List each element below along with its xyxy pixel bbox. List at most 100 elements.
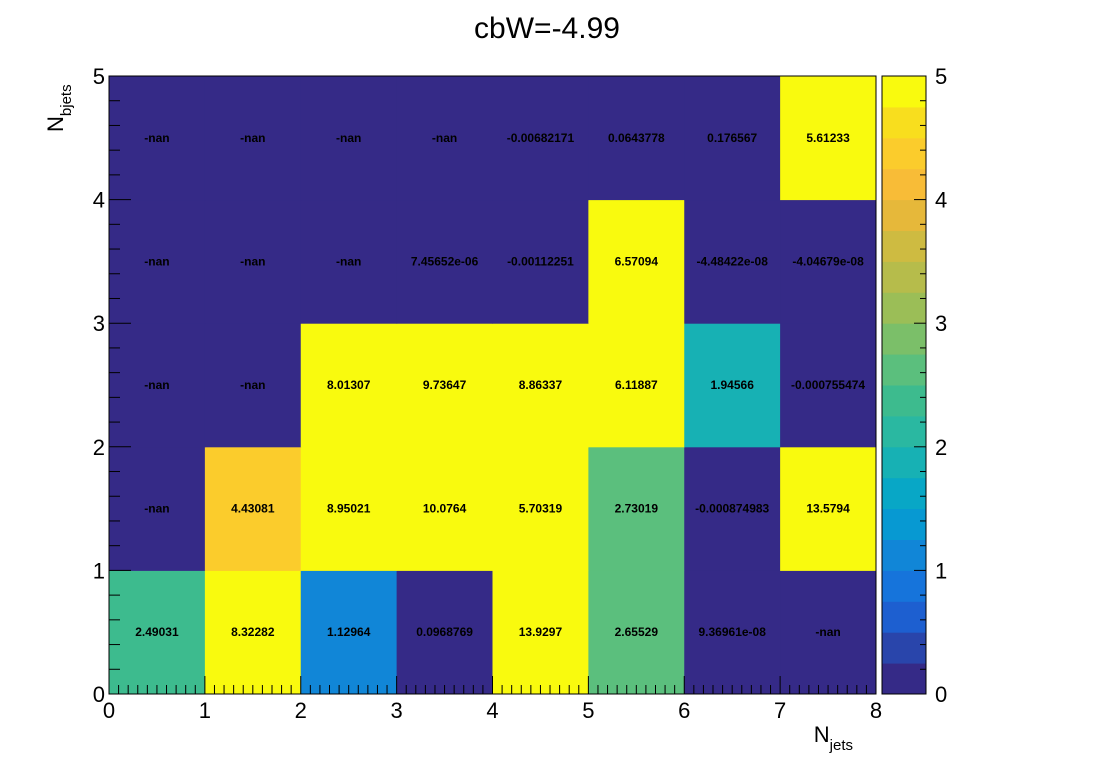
x-axis-label-main: N	[814, 722, 830, 747]
color-scale-swatch	[882, 76, 926, 108]
heatmap-cell	[780, 323, 877, 448]
color-scale-swatch	[882, 261, 926, 293]
cell-value-label: 8.86337	[519, 378, 563, 392]
heatmap-cell	[396, 199, 493, 324]
x-tick-label: 2	[295, 698, 307, 723]
cell-value-label: -nan	[336, 131, 361, 145]
color-scale-tick-label: 3	[935, 311, 947, 336]
cell-value-label: -0.000755474	[791, 378, 865, 392]
color-scale-axis: 0 1 2 3 4 5	[914, 64, 947, 707]
color-scale-swatch	[882, 230, 926, 262]
heatmap-cell	[109, 199, 206, 324]
cell-value-label: 2.73019	[615, 502, 659, 516]
heatmap-cell	[588, 76, 685, 201]
cell-value-label: 5.70319	[519, 502, 563, 516]
y-axis-label-sub: bjets	[58, 84, 75, 116]
heatmap-cell	[204, 570, 302, 695]
cell-value-label: -nan	[144, 502, 169, 516]
heatmap-cell	[588, 323, 685, 448]
cell-value-label: 8.32282	[231, 625, 275, 639]
heatmap-cell	[588, 570, 685, 695]
cell-value-label: 1.12964	[327, 625, 371, 639]
cell-value-label: -nan	[144, 378, 169, 392]
heatmap-cell	[588, 446, 685, 571]
x-axis: 0 1 2 3 4 5 6 7 8	[103, 676, 882, 723]
heatmap-cell	[109, 570, 206, 695]
cell-value-label: -0.000874983	[695, 502, 769, 516]
cell-value-label: 9.36961e-08	[698, 625, 766, 639]
heatmap-cells	[109, 76, 877, 695]
heatmap-cell	[780, 446, 877, 571]
color-scale-swatch	[882, 601, 926, 633]
color-scale-swatch	[882, 385, 926, 417]
y-axis: 0 1 2 3 4 5	[93, 64, 131, 707]
y-axis-label-main: N	[43, 116, 68, 132]
color-scale-swatch	[882, 663, 926, 695]
cell-value-label: -4.04679e-08	[792, 254, 864, 268]
cell-value-label: -0.00682171	[507, 131, 575, 145]
heatmap-cell	[204, 446, 302, 571]
chart-title: cbW=-4.99	[474, 12, 620, 45]
heatmap-cell	[492, 570, 589, 695]
y-axis-label: Nbjets	[43, 84, 75, 132]
heatmap-cell	[684, 76, 781, 201]
cell-value-label: -nan	[240, 254, 265, 268]
cell-value-label: -nan	[144, 131, 169, 145]
cell-value-label: -nan	[240, 378, 265, 392]
color-scale-swatch	[882, 477, 926, 510]
x-tick-label: 7	[774, 698, 786, 723]
y-tick-label: 4	[93, 188, 105, 213]
color-scale-tick-label: 5	[935, 64, 947, 89]
x-tick-label: 8	[870, 698, 882, 723]
heatmap-cell	[492, 323, 589, 448]
color-scale-swatch	[882, 539, 926, 571]
cell-value-label: 8.95021	[327, 502, 371, 516]
color-scale-swatch	[882, 570, 926, 602]
color-scale-tick-label: 2	[935, 435, 947, 460]
heatmap-cell	[684, 199, 781, 324]
heatmap-cell	[396, 446, 493, 571]
x-tick-label: 3	[391, 698, 403, 723]
heatmap-cell	[204, 76, 302, 201]
color-scale-swatch	[882, 137, 926, 170]
heatmap-cell	[109, 446, 206, 571]
color-scale-swatch	[882, 508, 926, 540]
heatmap-cell-labels: 2.49031 8.32282 1.12964 0.0968769 13.9297 2.6…	[135, 131, 865, 639]
cell-value-label: -nan	[815, 625, 840, 639]
heatmap-cell	[300, 76, 398, 201]
color-scale-swatch	[882, 632, 926, 664]
cell-value-label: -nan	[144, 254, 169, 268]
cell-value-label: -nan	[240, 131, 265, 145]
y-tick-label: 2	[93, 435, 105, 460]
heatmap-cell	[396, 76, 493, 201]
cell-value-label: 9.73647	[423, 378, 467, 392]
heatmap-cell	[780, 76, 877, 201]
color-scale-frame	[881, 75, 927, 695]
color-scale-tick-label: 4	[935, 188, 947, 213]
heatmap-cell	[492, 446, 589, 571]
heatmap-cell	[684, 323, 781, 448]
x-tick-label: 4	[486, 698, 498, 723]
heatmap-cell	[684, 570, 781, 695]
cell-value-label: 2.65529	[615, 625, 659, 639]
heatmap-cell	[492, 76, 589, 201]
color-scale-swatch	[882, 292, 926, 324]
cell-value-label: 7.45652e-06	[411, 254, 479, 268]
x-tick-label: 6	[678, 698, 690, 723]
color-scale-swatch	[882, 323, 926, 355]
heatmap-cell	[396, 323, 493, 448]
cell-value-label: -4.48422e-08	[696, 254, 768, 268]
heatmap-cell	[492, 199, 589, 324]
cell-value-label: 0.0968769	[416, 625, 473, 639]
color-scale-swatch	[882, 446, 926, 479]
color-scale-swatch	[882, 199, 926, 231]
color-scale-swatch	[882, 106, 926, 139]
cell-value-label: 6.57094	[615, 254, 659, 268]
cell-value-label: -nan	[336, 254, 361, 268]
color-scale-swatch	[882, 415, 926, 448]
cell-value-label: 0.0643778	[608, 131, 665, 145]
heatmap-cell	[396, 570, 493, 695]
heatmap-cell	[300, 199, 398, 324]
color-scale-swatch	[882, 354, 926, 386]
